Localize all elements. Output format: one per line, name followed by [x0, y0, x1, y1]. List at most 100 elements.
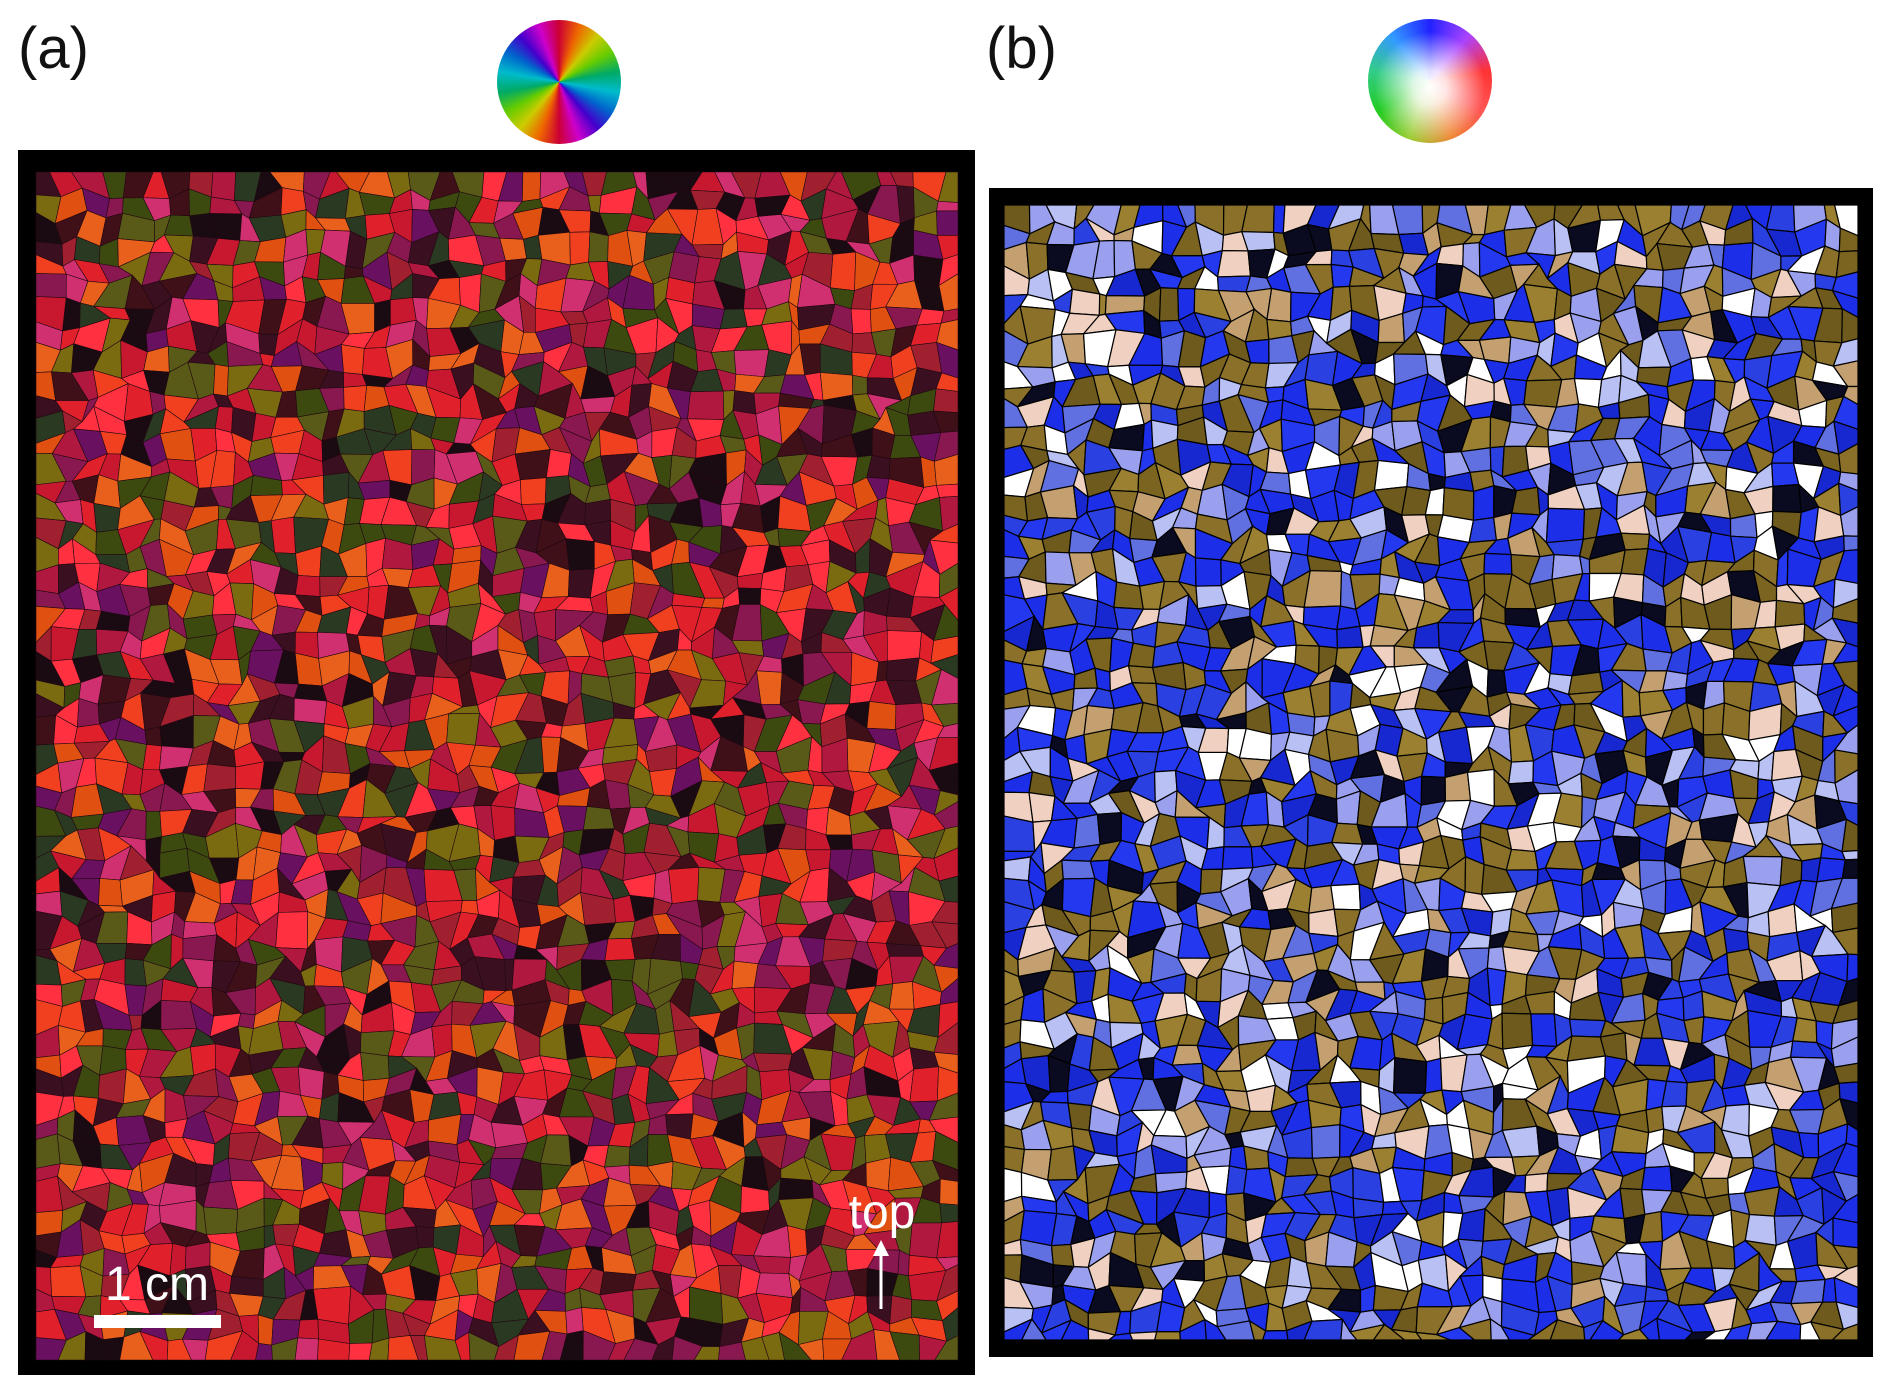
color-key-sphere — [1368, 19, 1492, 143]
grain — [825, 834, 853, 850]
grain — [35, 714, 57, 746]
grain — [35, 1210, 64, 1237]
grain — [145, 810, 162, 841]
grain — [582, 806, 615, 831]
grain — [50, 1265, 87, 1298]
grain — [1310, 1124, 1341, 1159]
grain-map-a — [35, 171, 959, 1361]
grain — [604, 938, 636, 961]
grain — [348, 1342, 373, 1361]
grain — [1744, 1213, 1777, 1247]
grain — [886, 657, 920, 682]
grain — [275, 911, 309, 950]
grain — [1127, 642, 1156, 669]
grain — [1435, 243, 1465, 267]
grain — [1645, 1105, 1665, 1134]
grain — [1505, 848, 1539, 871]
grain — [293, 697, 328, 724]
grain — [1240, 231, 1276, 252]
grain — [1194, 557, 1222, 587]
grain — [1507, 760, 1535, 785]
grain — [229, 1275, 264, 1297]
grain — [1352, 1166, 1385, 1203]
grain — [270, 516, 296, 554]
grain — [1573, 377, 1603, 408]
grain — [1729, 513, 1758, 539]
grain — [255, 1343, 273, 1361]
grain — [733, 349, 770, 378]
grain — [565, 538, 595, 571]
grain — [1511, 486, 1541, 516]
grain — [340, 344, 365, 375]
grain — [514, 449, 551, 481]
grain — [1308, 884, 1335, 914]
grain — [1641, 1165, 1673, 1192]
grain — [1096, 812, 1123, 846]
grain — [343, 385, 368, 412]
grain — [1158, 287, 1180, 322]
grain — [1069, 288, 1101, 316]
grain — [415, 1226, 435, 1249]
grain — [257, 1314, 274, 1346]
panel-label: (b) — [986, 16, 1057, 81]
grain — [1067, 1102, 1093, 1132]
grain — [1843, 535, 1859, 552]
grain — [297, 1066, 325, 1100]
grain — [1113, 581, 1145, 610]
grain — [35, 273, 67, 299]
grain — [850, 308, 872, 335]
grain — [294, 1337, 319, 1361]
scale-bar-label: 1 cm — [105, 1258, 209, 1311]
grain — [294, 575, 321, 597]
grain — [805, 849, 832, 872]
grain — [1567, 671, 1605, 696]
grain — [1003, 815, 1036, 853]
grain — [756, 670, 783, 705]
grain — [1545, 507, 1586, 544]
grain — [1373, 459, 1410, 491]
grain — [1620, 532, 1651, 551]
grain — [1472, 484, 1495, 521]
grain — [732, 390, 757, 415]
grain — [214, 406, 234, 433]
grain — [1127, 665, 1157, 685]
grain — [1047, 1145, 1079, 1181]
grain — [1266, 287, 1292, 323]
grain — [213, 364, 229, 397]
grain — [144, 726, 162, 747]
grain — [182, 934, 218, 962]
grain — [1774, 599, 1806, 628]
scale-bar — [94, 1315, 221, 1328]
grain — [1199, 868, 1224, 895]
grain — [1833, 1062, 1859, 1084]
grain — [1772, 483, 1802, 514]
grain — [830, 251, 857, 291]
grain — [936, 210, 959, 236]
grain — [1128, 1331, 1158, 1341]
grain — [545, 449, 572, 479]
grain — [913, 254, 944, 286]
grain — [1468, 516, 1498, 544]
grain — [1841, 858, 1859, 879]
grain — [203, 763, 237, 792]
grain-map-b — [1003, 204, 1859, 1341]
grain — [1661, 1080, 1688, 1108]
grain — [604, 1145, 631, 1168]
grain — [936, 483, 959, 498]
grain — [580, 396, 616, 413]
grain — [297, 1318, 319, 1340]
grain — [740, 1185, 770, 1214]
grain — [1330, 883, 1362, 911]
grain — [1153, 1331, 1181, 1341]
grain — [490, 805, 516, 841]
grain — [588, 231, 609, 263]
grain — [98, 878, 123, 907]
grain — [1073, 813, 1101, 849]
grain — [1742, 855, 1783, 887]
grain — [1303, 570, 1343, 608]
grain — [1392, 1057, 1428, 1094]
grain — [939, 1178, 959, 1206]
grain — [1568, 1018, 1607, 1038]
grain — [565, 1307, 584, 1335]
